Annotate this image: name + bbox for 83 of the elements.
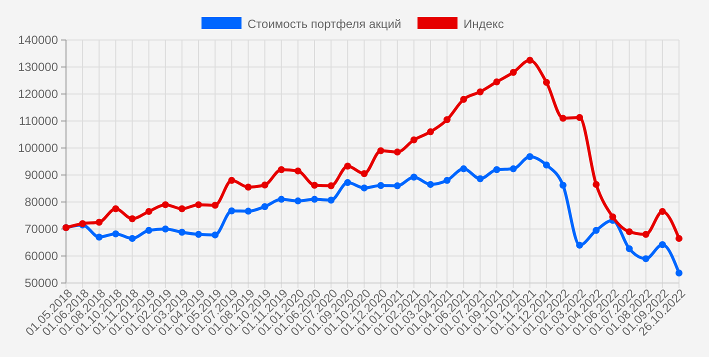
y-tick-label: 80000 [24,195,58,210]
point [626,245,633,252]
point [642,255,650,262]
y-tick-label: 110000 [18,114,58,128]
point [360,170,368,178]
point [195,230,202,238]
point [261,181,268,188]
point [460,96,468,103]
y-tick-label: 60000 [24,249,58,264]
point [394,182,401,190]
point [658,241,666,248]
point [112,230,120,238]
y-tick-label: 130000 [18,60,58,74]
point [344,179,352,186]
point [510,68,517,76]
y-tick-label: 120000 [18,87,58,102]
point [162,226,169,232]
point [195,201,202,208]
point [212,202,219,209]
point [576,242,584,249]
point [344,162,352,170]
point [542,78,550,86]
point [493,78,500,86]
y-tick-label: 90000 [24,168,58,182]
legend-label: Индекс [464,17,504,32]
point [444,116,451,124]
point [444,176,451,184]
point [658,208,666,215]
point [261,203,268,210]
point [278,166,285,174]
point [676,270,682,277]
point [476,88,484,96]
point [592,226,600,234]
point [311,196,318,203]
point [145,208,152,215]
point [510,165,517,172]
point [426,128,434,136]
point [460,165,468,172]
point [145,226,152,234]
point [476,175,484,182]
point [328,182,335,190]
point [96,218,103,226]
point [178,205,186,212]
point [244,184,252,191]
point [96,234,103,241]
point [642,230,650,238]
point [228,176,236,184]
point [162,201,169,208]
point [526,153,534,160]
point [112,205,120,212]
point [328,196,335,204]
point [377,147,384,154]
point [294,197,302,204]
point [609,213,616,220]
point [178,228,186,236]
point [592,180,600,188]
point [426,180,434,188]
point [128,234,136,242]
point [410,136,418,144]
legend-label: Стоимость портфеля акций [248,17,402,32]
point [493,166,500,174]
point [542,162,550,169]
point [676,234,682,242]
point [626,228,633,236]
point [128,215,136,222]
point [360,184,368,192]
point [394,148,401,156]
point [311,182,318,189]
point [228,207,236,214]
point [560,182,567,189]
y-tick-label: 140000 [18,33,58,48]
point [244,208,252,215]
point [410,174,418,181]
point [526,56,534,64]
point [294,167,302,174]
point [377,182,384,190]
y-tick-label: 70000 [24,222,58,236]
point [278,196,285,203]
y-tick-label: 100000 [18,141,58,156]
point [576,114,584,121]
point [212,231,219,238]
point [560,114,567,122]
y-tick-label: 50000 [24,276,58,290]
